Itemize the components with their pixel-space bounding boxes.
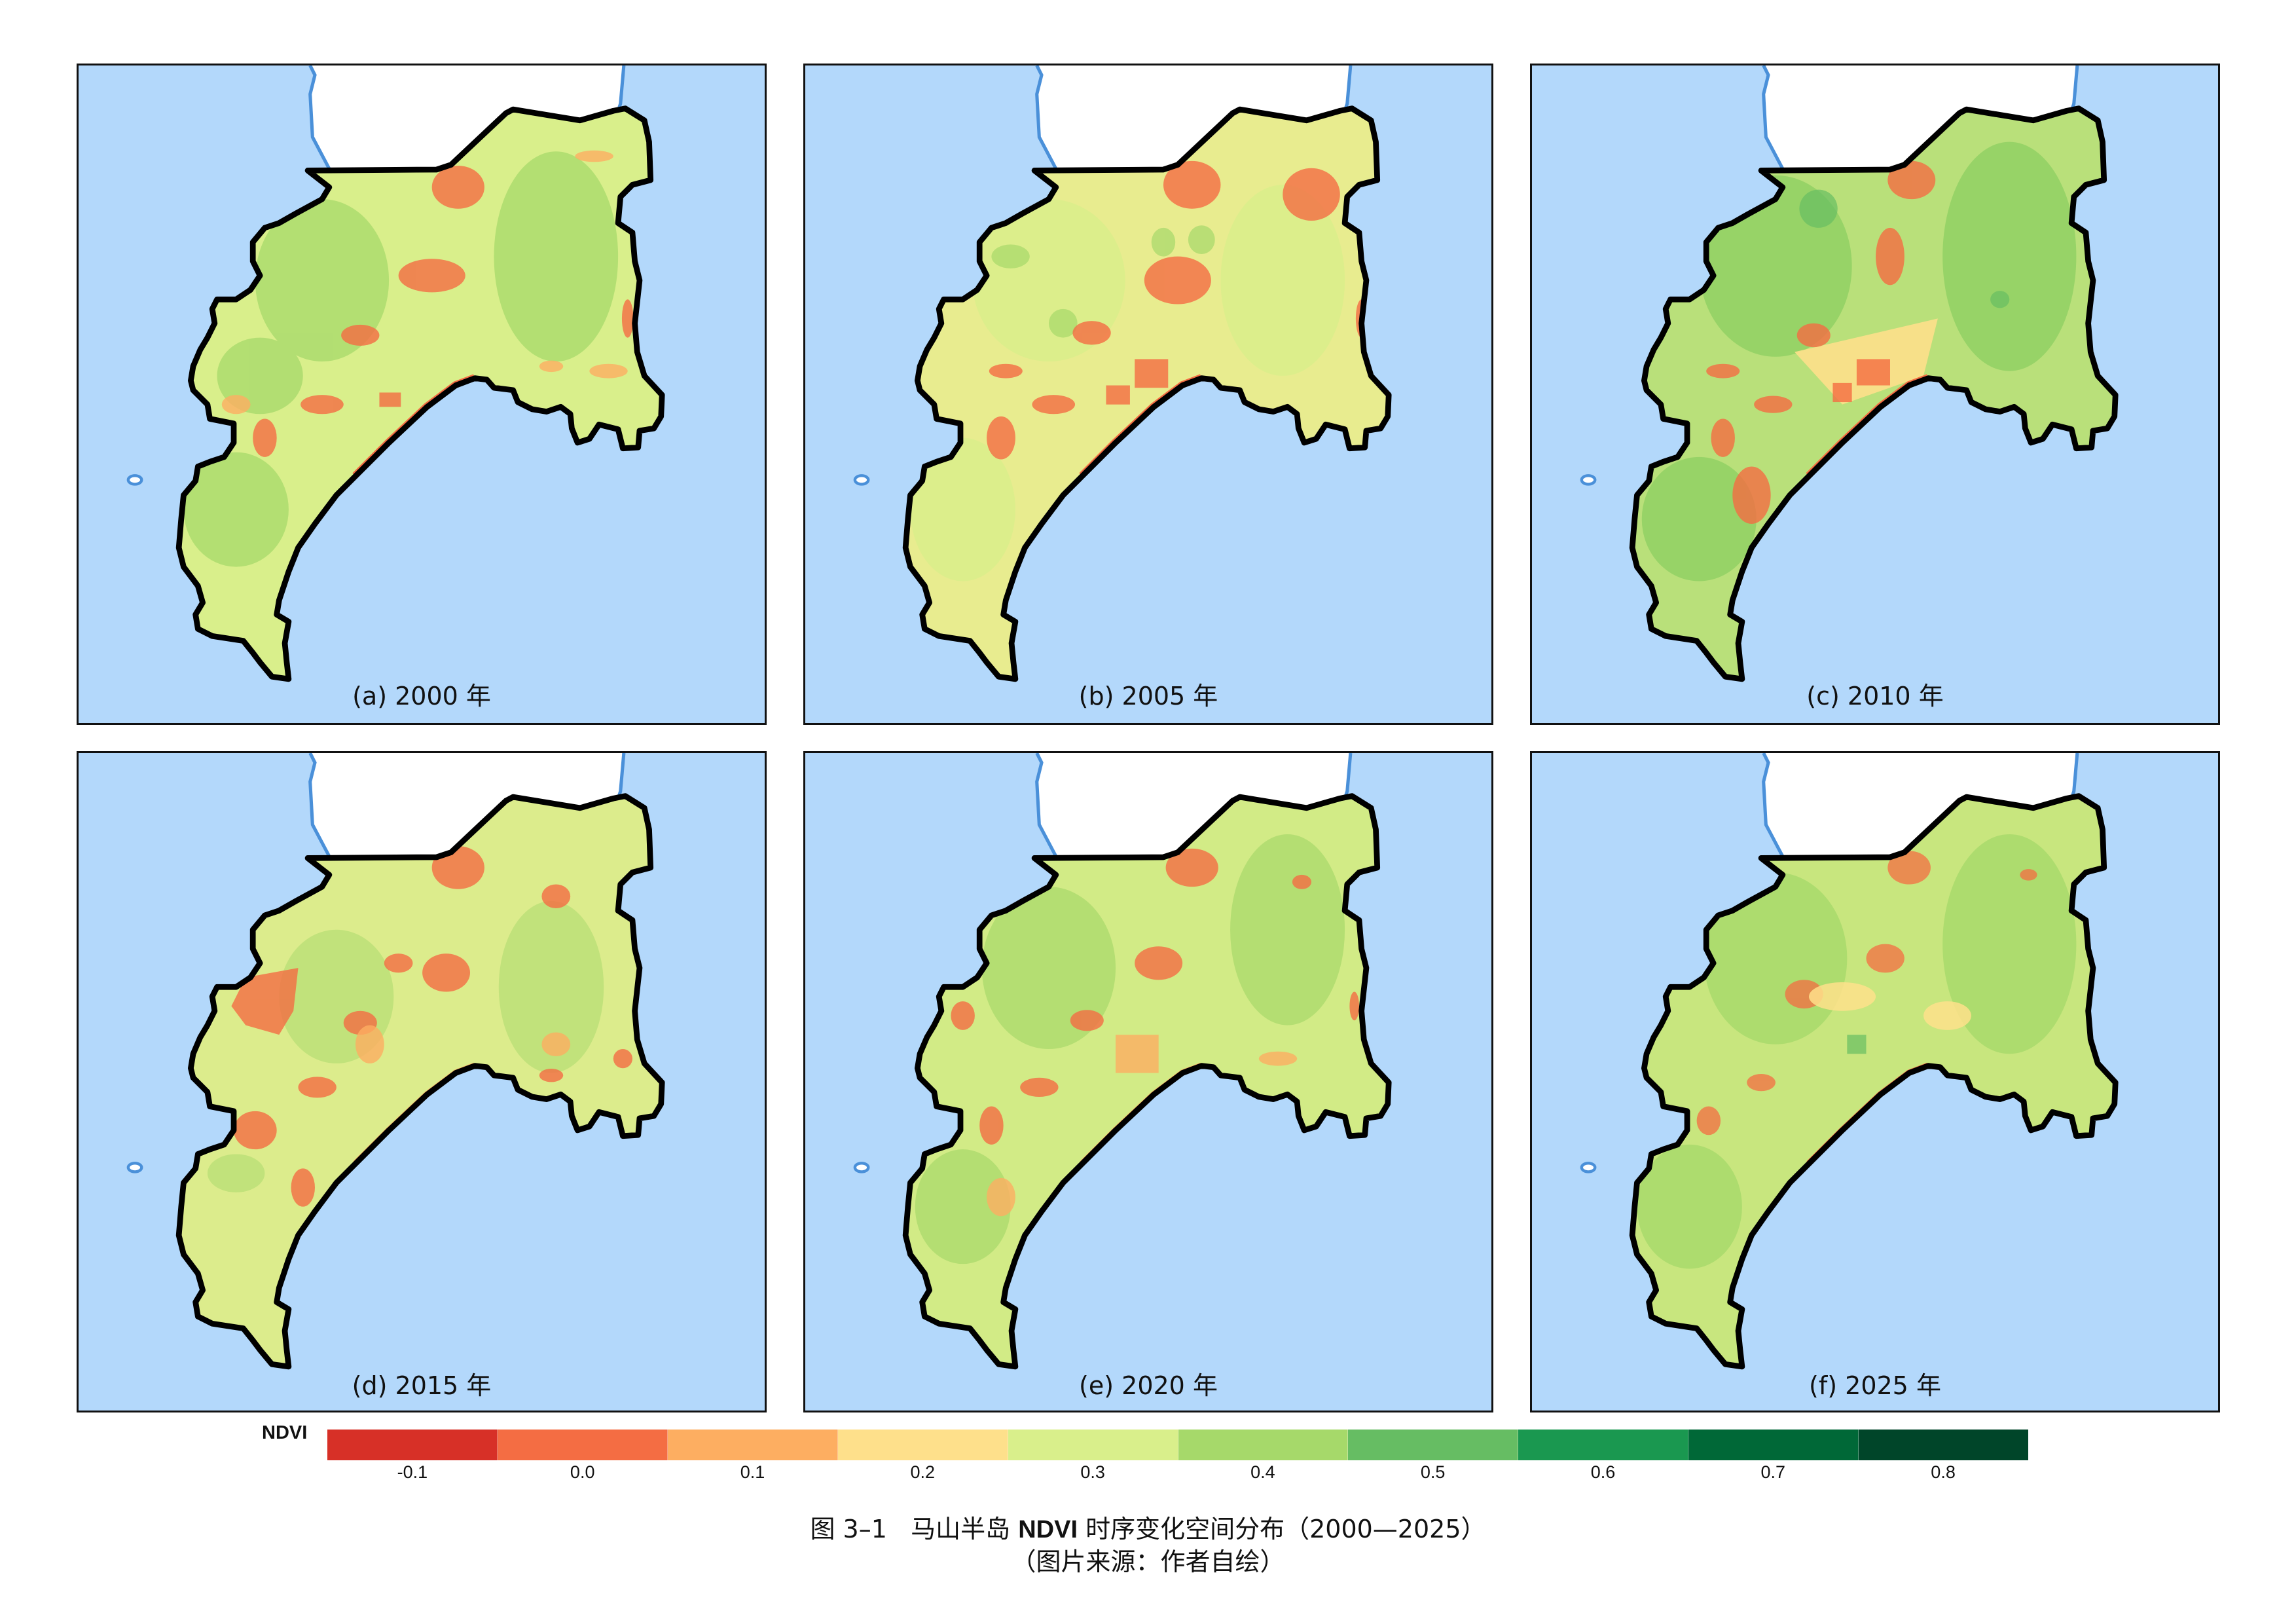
colorbar-segment bbox=[667, 1430, 838, 1460]
panel-label: (e) 2020 年 bbox=[1079, 1371, 1218, 1400]
panel-label: (a) 2000 年 bbox=[352, 682, 491, 710]
colorbar-ticks: -0.1 0.0 0.1 0.2 0.3 0.4 0.5 0.6 0.7 0.8 bbox=[327, 1462, 2028, 1483]
colorbar-tick: 0.4 bbox=[1250, 1462, 1275, 1482]
colorbar-tick: 0.6 bbox=[1590, 1462, 1616, 1482]
figure-source-note: （图片来源：作者自绘） bbox=[1011, 1547, 1285, 1576]
colorbar-segment bbox=[1688, 1430, 1859, 1460]
colorbar-tick: 0.7 bbox=[1760, 1462, 1786, 1482]
caption-ndvi: NDVI bbox=[1018, 1516, 1078, 1543]
colorbar bbox=[327, 1430, 2029, 1460]
map-frame-2020 bbox=[803, 751, 1493, 1412]
colorbar-segment bbox=[837, 1430, 1008, 1460]
colorbar-segment bbox=[1518, 1430, 1689, 1460]
colorbar-segment bbox=[1178, 1430, 1349, 1460]
colorbar-tick: 0.0 bbox=[570, 1462, 595, 1482]
panel-label: (f) 2025 年 bbox=[1809, 1371, 1941, 1400]
map-frame-2000 bbox=[77, 64, 767, 725]
colorbar-tick: 0.8 bbox=[1931, 1462, 1956, 1482]
colorbar-segment bbox=[1859, 1430, 2029, 1460]
colorbar-segment bbox=[497, 1430, 668, 1460]
ndvi-map-2025 bbox=[1580, 753, 2218, 1411]
colorbar-tick: 0.5 bbox=[1420, 1462, 1446, 1482]
panel-label: (d) 2015 年 bbox=[352, 1371, 492, 1400]
map-frame-2010 bbox=[1530, 64, 2220, 725]
colorbar-title: NDVI bbox=[262, 1422, 308, 1443]
ndvi-map-2005 bbox=[853, 65, 1491, 723]
figure-caption: 图 3–1 马山半岛 NDVI 时序变化空间分布（2000—2025） bbox=[0, 1514, 2296, 1545]
ndvi-map-2000 bbox=[126, 65, 765, 723]
colorbar-tick: 0.1 bbox=[740, 1462, 765, 1482]
caption-suffix: 时序变化空间分布（2000—2025） bbox=[1078, 1515, 1486, 1543]
panel-label: (c) 2010 年 bbox=[1806, 682, 1944, 710]
map-frame-2005 bbox=[803, 64, 1493, 725]
colorbar-tick: -0.1 bbox=[397, 1462, 428, 1482]
map-frame-2015 bbox=[77, 751, 767, 1412]
panel-label: (b) 2005 年 bbox=[1078, 682, 1218, 710]
colorbar-segment bbox=[1008, 1430, 1178, 1460]
ndvi-map-2015 bbox=[126, 753, 765, 1411]
colorbar-segment bbox=[1348, 1430, 1519, 1460]
caption-prefix: 图 3–1 马山半岛 bbox=[810, 1515, 1019, 1543]
map-frame-2025 bbox=[1530, 751, 2220, 1412]
colorbar-segment bbox=[327, 1430, 498, 1460]
ndvi-map-2020 bbox=[853, 753, 1491, 1411]
colorbar-tick: 0.2 bbox=[910, 1462, 936, 1482]
ndvi-map-2010 bbox=[1580, 65, 2218, 723]
colorbar-tick: 0.3 bbox=[1080, 1462, 1105, 1482]
